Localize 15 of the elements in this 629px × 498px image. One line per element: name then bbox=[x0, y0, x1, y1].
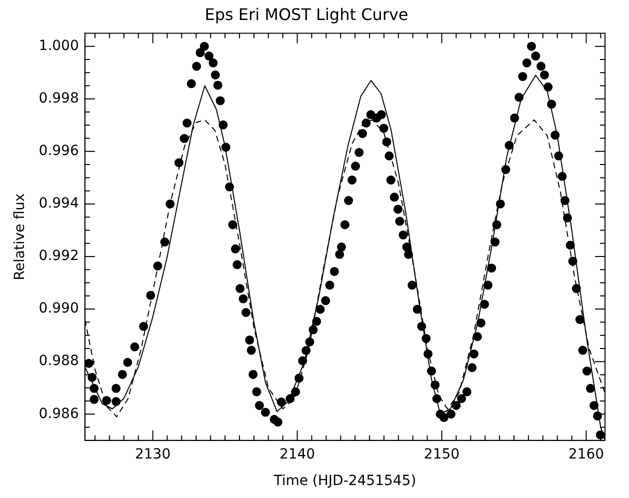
y-tick-label: 0.986 bbox=[38, 406, 79, 422]
y-axis-title: Relative flux bbox=[12, 193, 28, 280]
y-tick-label: 1.000 bbox=[38, 38, 79, 54]
x-tick-label: 2130 bbox=[134, 446, 171, 462]
x-tick-label: 2160 bbox=[568, 446, 604, 462]
y-tick-label: 0.992 bbox=[38, 248, 79, 264]
x-axis-title: Time (HJD-2451545) bbox=[272, 473, 416, 490]
x-tick-label: 2150 bbox=[424, 446, 460, 462]
y-tick-label: 0.996 bbox=[38, 143, 79, 160]
y-tick-label: 0.998 bbox=[38, 90, 79, 107]
y-tick-label: 0.988 bbox=[38, 353, 79, 370]
y-tick-label: 0.990 bbox=[38, 300, 79, 317]
x-tick-label: 2140 bbox=[279, 446, 316, 462]
y-tick-label: 0.994 bbox=[38, 196, 79, 212]
chart-title: Eps Eri MOST Light Curve bbox=[204, 4, 408, 24]
